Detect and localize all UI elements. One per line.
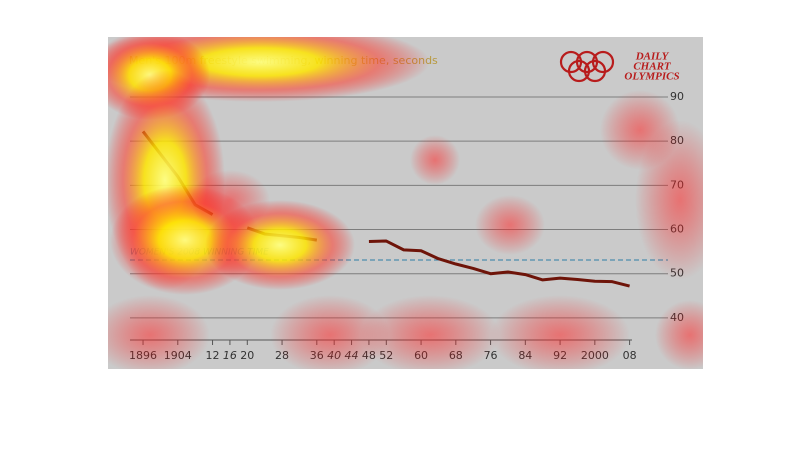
x-tick-label: 20	[240, 349, 254, 362]
y-tick-label: 90	[670, 90, 684, 103]
x-tick-label: 60	[414, 349, 428, 362]
x-tick-label: 1896	[129, 349, 157, 362]
y-tick-label: 80	[670, 134, 684, 147]
x-tick-label: 84	[518, 349, 532, 362]
x-tick-label: 40	[327, 349, 341, 362]
x-tick-label: 44	[345, 349, 359, 362]
chart-title: Men's 100m freestyle swimming, winning t…	[129, 54, 438, 67]
x-tick-label: 52	[379, 349, 393, 362]
logo	[559, 50, 615, 83]
logo-text: OLYMPICS	[624, 71, 679, 83]
x-tick-label: 48	[362, 349, 376, 362]
x-tick-label: 68	[449, 349, 463, 362]
y-tick-label: 60	[670, 223, 684, 236]
y-tick-label: 50	[670, 267, 684, 280]
x-tick-label: 08	[623, 349, 637, 362]
y-tick-label: 70	[670, 178, 684, 191]
x-tick-label: 36	[310, 349, 324, 362]
reference-label: WOMEN'S 2008 WINNING TIME	[130, 247, 269, 257]
x-tick-label: 28	[275, 349, 289, 362]
x-tick-label: 16	[223, 349, 237, 362]
x-tick-label: 2000	[581, 349, 609, 362]
x-tick-label: 1904	[164, 349, 192, 362]
x-tick-label: 76	[484, 349, 498, 362]
logo-text: CHART	[633, 61, 672, 73]
x-tick-label: 12	[206, 349, 220, 362]
background	[108, 37, 703, 369]
x-tick-label: 92	[553, 349, 567, 362]
logo-text: DAILY	[635, 51, 670, 63]
y-tick-label: 40	[670, 311, 684, 324]
